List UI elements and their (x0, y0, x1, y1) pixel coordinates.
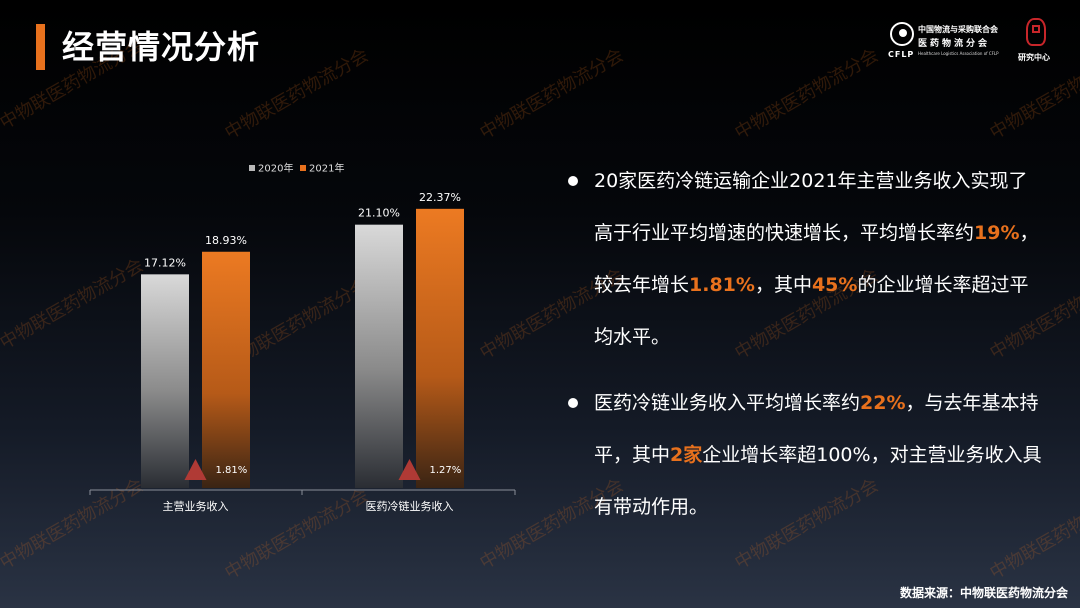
legend-label: 2020年 (258, 162, 293, 175)
research-center-label: 研究中心 (1018, 53, 1050, 62)
bullet-text: ，与去年基本持平，其中 (594, 392, 1039, 466)
bullet-text: ，较去年增长 (594, 222, 1039, 296)
bar-value-label: 21.10% (358, 207, 400, 220)
growth-triangle-icon (184, 459, 207, 480)
highlight-text: 22% (860, 392, 906, 414)
bar-1-1 (416, 208, 464, 489)
bullet-text: 医药冷链业务收入平均增长率约 (594, 392, 861, 414)
bullet-item: 20家医药冷链运输企业2021年主营业务收入实现了高于行业平均增速的快速增长，平… (566, 155, 1046, 363)
growth-value-label: 1.27% (430, 465, 462, 476)
logo-org-english: Healthcare Logistics Association of CFLP (918, 51, 999, 56)
logo-abbreviation: CFLP (888, 50, 915, 59)
organization-logo: CFLP 中国物流与采购联合会 医药物流分会 Healthcare Logist… (888, 18, 1068, 66)
growth-value-label: 1.81% (216, 465, 248, 476)
highlight-text: 2家 (670, 444, 703, 466)
bar-0-1 (202, 251, 250, 488)
watermark-text: 中物联医药物流分会 (731, 44, 883, 144)
data-source: 数据来源：中物联医药物流分会 (899, 586, 1068, 600)
title-accent-bar (36, 24, 45, 70)
bullet-text: 20家医药冷链运输企业2021年主营业务收入实现了高于行业平均增速的快速增长，平… (594, 170, 1028, 244)
bullet-dot-icon (568, 398, 578, 408)
bar-0-0 (141, 274, 189, 488)
category-label: 主营业务收入 (163, 499, 229, 513)
legend-swatch-0 (249, 165, 255, 171)
bar-1-0 (355, 224, 403, 488)
cflp-emblem-icon (890, 22, 914, 46)
highlight-text: 19% (974, 222, 1020, 244)
logo-org-line2: 医药物流分会 (918, 39, 991, 49)
revenue-growth-bar-chart: 2020年 2021年 17.12% 18.93% 1.81% 主营业务收入 21.10% 2… (89, 162, 516, 513)
research-center-seal-icon (1026, 18, 1046, 46)
analysis-bullets: 20家医药冷链运输企业2021年主营业务收入实现了高于行业平均增速的快速增长，平… (566, 155, 1046, 533)
category-label: 医药冷链业务收入 (366, 499, 454, 513)
growth-triangle-icon (398, 459, 421, 480)
legend-label: 2021年 (309, 162, 344, 175)
bar-value-label: 17.12% (144, 256, 186, 269)
legend-swatch-1 (300, 165, 306, 171)
logo-org-line1: 中国物流与采购联合会 (918, 25, 998, 34)
page-title: 经营情况分析 (62, 28, 261, 66)
bullet-item: 医药冷链业务收入平均增长率约22%，与去年基本持平，其中2家企业增长率超100%… (566, 377, 1046, 533)
bullet-text: 企业增长率超100%，对主营业务收入具有带动作用。 (594, 444, 1042, 518)
highlight-text: 45% (811, 274, 858, 296)
bullet-text: 的企业增长率超过平均水平。 (594, 274, 1029, 348)
bullet-dot-icon (568, 176, 578, 186)
bar-value-label: 18.93% (205, 234, 247, 247)
highlight-text: 1.81% (689, 274, 755, 296)
bar-value-label: 22.37% (419, 191, 461, 204)
bullet-text: ，其中 (754, 274, 812, 296)
